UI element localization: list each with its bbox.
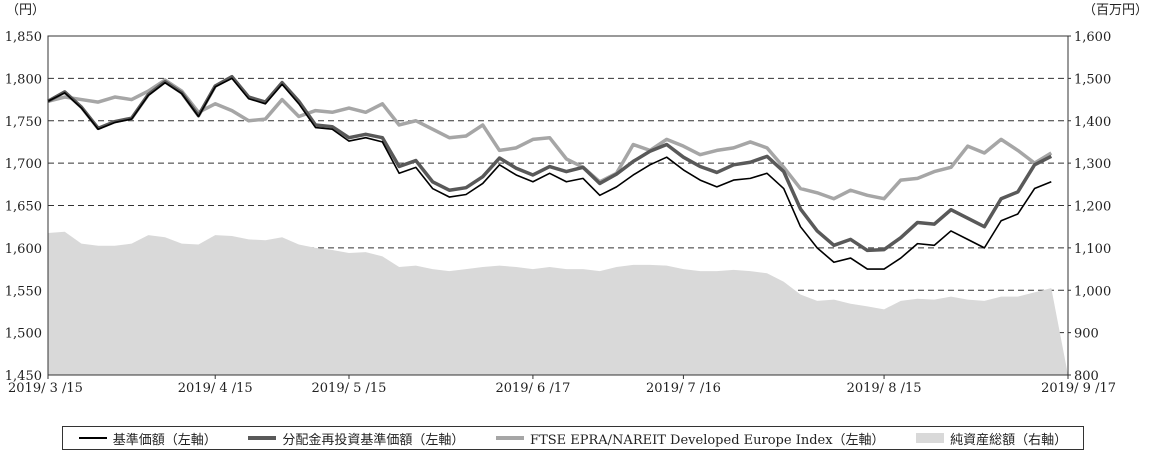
legend-item: 基準価額（左軸） bbox=[78, 429, 217, 448]
legend-swatch bbox=[496, 436, 525, 440]
y2-tick-label: 1,500 bbox=[1074, 72, 1111, 87]
plot-frame bbox=[47, 35, 1069, 376]
y-tick-label: 1,550 bbox=[5, 284, 42, 299]
y-unit: （円） bbox=[6, 3, 45, 18]
y2-tick-label: 900 bbox=[1074, 327, 1099, 342]
y-tick-label: 1,650 bbox=[5, 200, 42, 215]
y2-tick-label: 1,100 bbox=[1074, 242, 1111, 257]
y-tick-label: 1,750 bbox=[5, 115, 42, 130]
x-tick-label: 2019/ 9 /17 bbox=[1041, 381, 1116, 396]
line bbox=[47, 78, 1053, 201]
legend-item: 純資産総額（右軸） bbox=[916, 429, 1067, 448]
series bbox=[47, 74, 1068, 375]
y2-tick-label: 800 bbox=[1074, 369, 1099, 384]
y2-tick-label: 1,200 bbox=[1074, 200, 1111, 215]
y-tick-label: 1,800 bbox=[5, 72, 42, 87]
area bbox=[48, 231, 1068, 375]
legend-swatch bbox=[78, 437, 107, 439]
y2-tick-label: 1,300 bbox=[1074, 157, 1111, 172]
legend-swatch bbox=[248, 436, 277, 440]
y-tick-label: 1,500 bbox=[5, 327, 42, 342]
legend-item: 分配金再投資基準価額（左軸） bbox=[248, 429, 464, 448]
x-tick-label: 2019/ 8 /15 bbox=[847, 381, 922, 396]
y-tick-label: 1,700 bbox=[5, 157, 42, 172]
line bbox=[47, 77, 1052, 270]
y-tick-label: 1,850 bbox=[5, 30, 42, 45]
y-tick-label: 1,450 bbox=[5, 369, 42, 384]
legend-label: 分配金再投資基準価額（左軸） bbox=[282, 432, 465, 448]
legend-swatch bbox=[916, 433, 945, 443]
legend: 基準価額（左軸） 分配金再投資基準価額（左軸） FTSE EPRA/NAREIT D… bbox=[62, 426, 1084, 450]
x-tick-label: 2019/ 4 /15 bbox=[178, 381, 253, 396]
y2-tick-label: 1,600 bbox=[1074, 30, 1111, 45]
x-tick-label: 2019/ 3 /15 bbox=[8, 381, 83, 396]
legend-label: FTSE EPRA/NAREIT Developed Europe Index（… bbox=[530, 432, 885, 448]
x-tick-label: 2019/ 5 /15 bbox=[312, 381, 387, 396]
y2-tick-label: 1,000 bbox=[1074, 284, 1111, 299]
y2-unit: （百万円） bbox=[1083, 3, 1148, 18]
y-tick-label: 1,600 bbox=[5, 242, 42, 257]
x-tick-label: 2019/ 7 /16 bbox=[646, 381, 721, 396]
legend-label: 基準価額（左軸） bbox=[112, 432, 217, 448]
x-tick-label: 2019/ 6 /17 bbox=[495, 381, 570, 396]
y2-tick-label: 1,400 bbox=[1074, 115, 1111, 130]
chart: （円） （百万円） 1,450 1,500 1,550 1,600 1,650 1,700… bbox=[5, 3, 1148, 396]
legend-label: 純資産総額（右軸） bbox=[950, 432, 1068, 448]
legend-item: FTSE EPRA/NAREIT Developed Europe Index（… bbox=[496, 429, 885, 448]
